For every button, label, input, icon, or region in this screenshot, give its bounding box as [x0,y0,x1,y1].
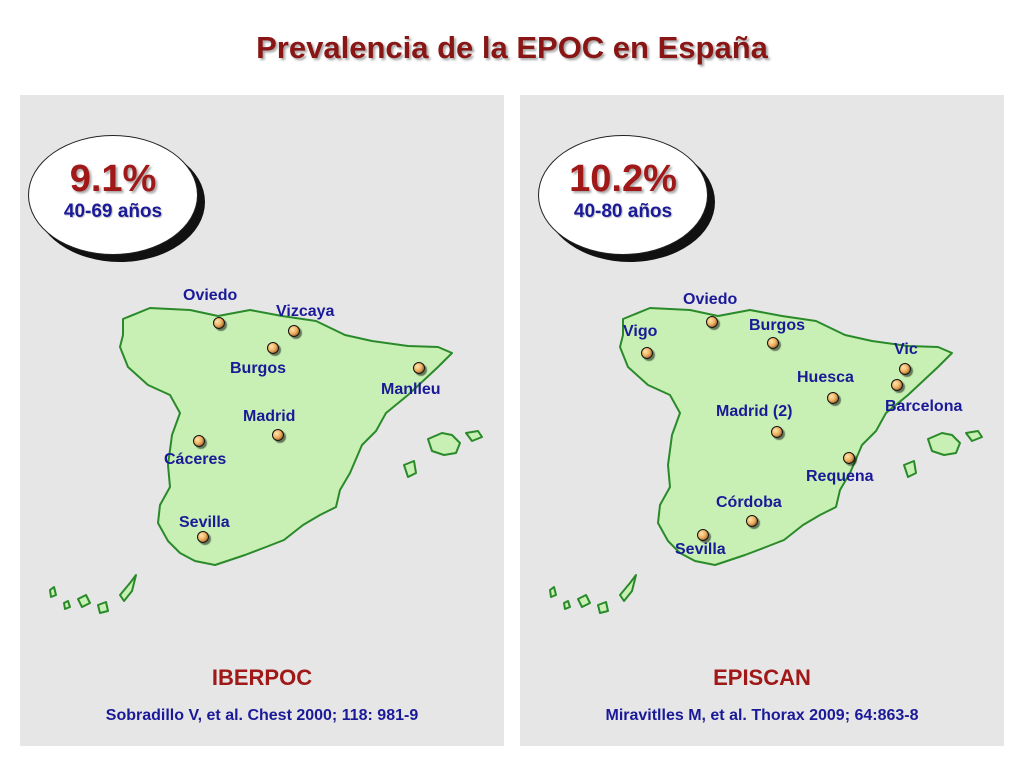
city-label-oviedo: Oviedo [183,287,238,304]
canary-3 [77,594,91,608]
prevalence-value: 9.1% [69,158,157,200]
city-label-cordoba: Córdoba [716,494,782,511]
city-label-sevilla: Sevilla [179,514,230,531]
canary-5 [619,574,637,602]
reference-citation: Miravitlles M, et al. Thorax 2009; 64:86… [605,707,919,724]
page-title: Prevalencia de la EPOC en España [256,30,768,65]
city-label-burgos: Burgos [230,360,286,377]
city-marker-caceres [193,435,205,447]
spain-map [549,307,983,614]
city-marker-vic [899,363,911,375]
city-marker-burgos [267,342,279,354]
city-marker-vizcaya [288,325,300,337]
city-label-oviedo: Oviedo [683,291,738,308]
city-label-requena: Requena [806,468,874,485]
menorca [965,430,983,442]
prevalence-bubble: 9.1% 40-69 años [28,135,198,255]
city-marker-cordoba [746,515,758,527]
city-marker-manlleu [413,362,425,374]
study-name: IBERPOC [211,665,313,690]
city-label-vigo: Vigo [623,323,658,340]
city-label-huesca: Huesca [797,369,854,386]
mainland-spain [619,307,953,566]
city-marker-sevilla [697,529,709,541]
canary-2 [63,600,71,610]
iberpoc-panel: 9.1% 40-69 años Oviedo Vizcaya Burgos Ma… [20,95,504,746]
city-marker-vigo [641,347,653,359]
prevalence-value: 10.2% [569,158,677,200]
city-marker-oviedo [706,316,718,328]
mainland-spain [119,307,453,566]
study-name: EPISCAN [713,665,811,690]
city-label-madrid: Madrid [243,408,296,425]
city-label-barcelona: Barcelona [885,398,963,415]
episcan-panel: 10.2% 40-80 años Oviedo Vigo Burgos Vic … [520,95,1004,746]
mallorca [927,432,961,456]
canary-1 [49,586,57,598]
city-label-vizcaya: Vizcaya [276,303,335,320]
ibiza [903,460,917,478]
city-marker-burgos [767,337,779,349]
city-marker-sevilla [197,531,209,543]
city-marker-madrid [272,429,284,441]
reference-citation: Sobradillo V, et al. Chest 2000; 118: 98… [105,707,419,724]
ibiza [403,460,417,478]
prevalence-bubble: 10.2% 40-80 años [538,135,708,255]
city-marker-huesca [827,392,839,404]
city-marker-barcelona [891,379,903,391]
city-label-caceres: Cáceres [164,451,227,468]
canary-4 [97,601,109,614]
city-label-manlleu: Manlleu [381,381,441,398]
canary-1 [549,586,557,598]
spain-map [49,307,483,614]
city-label-vic: Vic [894,341,918,358]
mallorca [427,432,461,456]
menorca [465,430,483,442]
city-label-madrid: Madrid (2) [716,403,793,420]
canary-4 [597,601,609,614]
city-label-sevilla: Sevilla [675,541,726,558]
canary-3 [577,594,591,608]
canary-2 [563,600,571,610]
canary-5 [119,574,137,602]
age-range: 40-80 años [573,201,673,222]
city-label-burgos: Burgos [749,317,805,334]
age-range: 40-69 años [63,201,163,222]
city-marker-requena [843,452,855,464]
city-marker-oviedo [213,317,225,329]
city-marker-madrid [771,426,783,438]
